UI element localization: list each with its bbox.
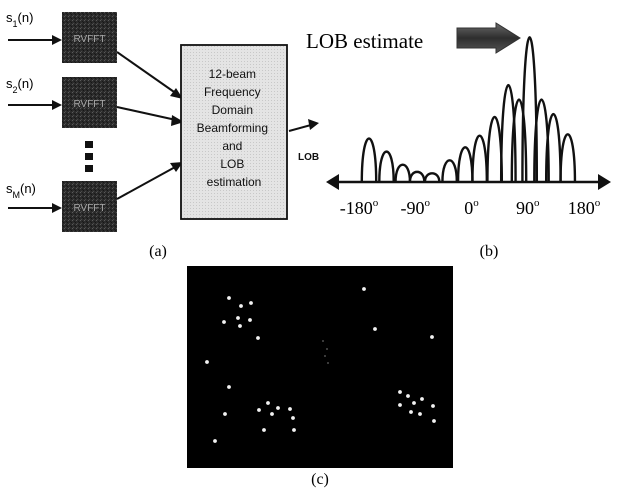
- beam-lobe: [456, 146, 474, 183]
- noise-pixel: [322, 340, 324, 342]
- input-label-m: sM(n): [6, 181, 36, 200]
- angle-tick-label: 0o: [464, 197, 479, 218]
- angle-axis: [326, 174, 611, 190]
- detection-dot: [223, 412, 227, 416]
- block-to-processor-arrows: [116, 51, 184, 200]
- angle-tick-label: 180o: [568, 197, 601, 218]
- beam-lobe: [360, 137, 378, 183]
- lob-estimate-title: LOB estimate: [306, 29, 423, 53]
- detection-dot: [412, 401, 416, 405]
- detection-dot: [292, 428, 296, 432]
- detection-dot: [236, 316, 240, 320]
- detection-dot: [238, 324, 242, 328]
- beam-lobe: [499, 84, 517, 183]
- detection-dot: [213, 439, 217, 443]
- angle-tick-labels: -180o -90o 0o 90o 180o: [340, 197, 601, 218]
- detection-dot: [409, 410, 413, 414]
- panel-a: s1(n) s2(n) sM(n) RVFFT RVFFT RVFFT: [6, 10, 319, 260]
- detection-dot: [418, 412, 422, 416]
- detection-dot: [227, 385, 231, 389]
- beam-lobe: [471, 134, 489, 183]
- beamforming-processor-box: [180, 44, 288, 220]
- detection-dot: [256, 336, 260, 340]
- detection-dot: [430, 335, 434, 339]
- svg-text:RVFFT: RVFFT: [73, 203, 105, 214]
- svg-text:RVFFT: RVFFT: [73, 99, 105, 110]
- noise-pixel: [324, 355, 326, 357]
- beam-pattern: [360, 36, 577, 183]
- lob-estimate-arrow-icon: [456, 22, 521, 54]
- beam-lobe: [423, 172, 441, 183]
- detection-dot: [420, 397, 424, 401]
- svg-text:RVFFT: RVFFT: [73, 34, 105, 45]
- beam-lobe: [378, 150, 395, 183]
- detection-dot: [270, 412, 274, 416]
- processor-label: 12-beam Frequency Domain Beamforming and…: [197, 67, 272, 189]
- detection-dot: [406, 394, 410, 398]
- rvfft-block-2: RVFFT: [62, 77, 117, 128]
- beam-lobe: [559, 133, 577, 183]
- angle-tick-label: -90o: [401, 197, 431, 218]
- panel-c: (c): [187, 266, 453, 488]
- panel-b: LOB estimate -180o -90o 0o 90o 180o (b): [306, 22, 611, 260]
- detection-dot: [239, 304, 243, 308]
- beam-lobe: [441, 159, 459, 183]
- detection-dot: [249, 301, 253, 305]
- detection-dot: [398, 403, 402, 407]
- input-arrows: [8, 35, 62, 213]
- beam-lobe: [408, 170, 426, 183]
- detection-dot: [262, 428, 266, 432]
- caption-c: (c): [311, 471, 329, 488]
- beam-lobe: [486, 115, 504, 183]
- angle-tick-label: -180o: [340, 197, 379, 218]
- beam-lobe: [544, 112, 562, 183]
- rvfft-block-1: RVFFT: [62, 12, 117, 63]
- detection-dot: [276, 406, 280, 410]
- noise-pixel: [326, 348, 328, 350]
- input-label-1: s1(n): [6, 10, 33, 29]
- input-label-2: s2(n): [6, 76, 33, 95]
- output-label: LOB: [298, 152, 319, 163]
- detection-dot: [248, 318, 252, 322]
- detection-points: [205, 287, 436, 443]
- detection-dot: [362, 287, 366, 291]
- beam-lobe: [510, 98, 528, 183]
- detection-map: [187, 266, 453, 468]
- detection-dot: [222, 320, 226, 324]
- detection-dot: [398, 390, 402, 394]
- detection-dot: [373, 327, 377, 331]
- angle-tick-label: 90o: [516, 197, 540, 218]
- detection-dot: [266, 401, 270, 405]
- caption-b: (b): [480, 243, 499, 260]
- caption-a: (a): [149, 243, 167, 260]
- beam-lobe: [394, 163, 412, 183]
- ellipsis-dots: [85, 141, 93, 172]
- detection-dot: [257, 408, 261, 412]
- detection-dot: [205, 360, 209, 364]
- output-arrow: [288, 119, 319, 132]
- detection-dot: [291, 416, 295, 420]
- detection-dot: [227, 296, 231, 300]
- detection-dot: [288, 407, 292, 411]
- noise-pixel: [327, 362, 329, 364]
- rvfft-block-m: RVFFT: [62, 181, 117, 232]
- detection-dot: [432, 419, 436, 423]
- detection-dot: [431, 404, 435, 408]
